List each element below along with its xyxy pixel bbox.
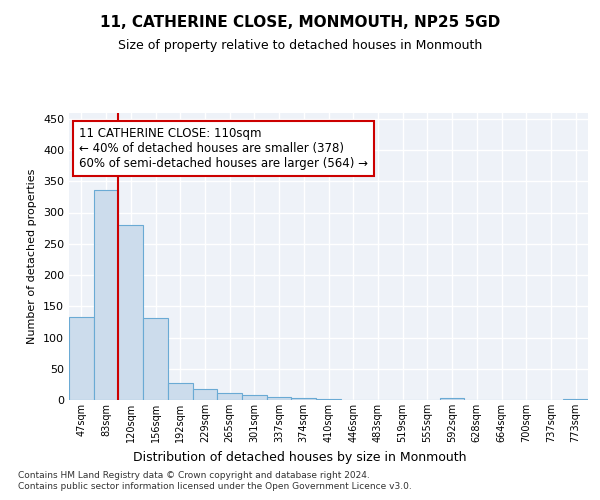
Bar	[94, 190, 118, 400]
Bar	[193, 390, 217, 400]
Bar	[168, 383, 193, 400]
Bar	[69, 317, 94, 400]
Bar	[242, 395, 267, 400]
Bar	[267, 397, 292, 400]
Bar	[440, 398, 464, 400]
Bar	[118, 225, 143, 400]
Bar	[292, 398, 316, 400]
Text: Contains HM Land Registry data © Crown copyright and database right 2024.
Contai: Contains HM Land Registry data © Crown c…	[18, 472, 412, 490]
Bar	[563, 399, 588, 400]
Bar	[217, 393, 242, 400]
Y-axis label: Number of detached properties: Number of detached properties	[28, 168, 37, 344]
Text: 11 CATHERINE CLOSE: 110sqm
← 40% of detached houses are smaller (378)
60% of sem: 11 CATHERINE CLOSE: 110sqm ← 40% of deta…	[79, 127, 368, 170]
Text: Size of property relative to detached houses in Monmouth: Size of property relative to detached ho…	[118, 38, 482, 52]
Bar	[143, 318, 168, 400]
Text: 11, CATHERINE CLOSE, MONMOUTH, NP25 5GD: 11, CATHERINE CLOSE, MONMOUTH, NP25 5GD	[100, 15, 500, 30]
Text: Distribution of detached houses by size in Monmouth: Distribution of detached houses by size …	[133, 451, 467, 464]
